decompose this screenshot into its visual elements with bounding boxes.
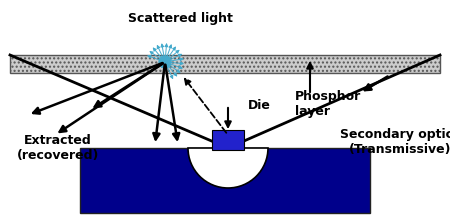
Bar: [10, 55, 440, 73]
Text: Die: Die: [248, 99, 271, 111]
Text: Secondary optics
(Transmissive): Secondary optics (Transmissive): [340, 128, 450, 156]
Bar: [212, 130, 244, 150]
Text: Extracted
(recovered): Extracted (recovered): [17, 134, 99, 162]
Text: Scattered light: Scattered light: [127, 12, 233, 25]
Text: Phosphor
layer: Phosphor layer: [295, 90, 361, 118]
Wedge shape: [188, 148, 268, 188]
Circle shape: [159, 56, 171, 68]
Bar: [80, 148, 370, 213]
